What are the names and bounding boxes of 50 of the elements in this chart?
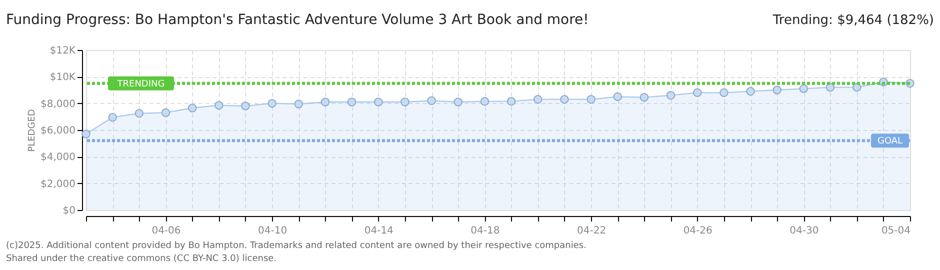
- point: [347, 98, 356, 106]
- x-tick-label: 04-22: [577, 226, 606, 236]
- y-tick-label: $0: [62, 206, 76, 216]
- point: [268, 98, 276, 108]
- point: [134, 108, 144, 118]
- point: [586, 94, 596, 104]
- point: [161, 108, 170, 118]
- x-tick-label: 04-26: [683, 226, 712, 236]
- point: [692, 88, 702, 98]
- text: Trending: $9,464 (182%): [772, 13, 934, 28]
- point: [560, 94, 569, 104]
- point: [534, 94, 542, 104]
- text: Shared under the creative commons (CC BY-NC 3.0) license.: [6, 254, 277, 264]
- point: [214, 100, 224, 110]
- chart-title: Funding Progress: Bo Hampton's Fantastic Adventure Volume 3 Art Book and more!: [6, 12, 589, 28]
- point: [108, 112, 117, 122]
- point: [82, 130, 90, 138]
- y-tick-label: $4,000: [40, 152, 76, 164]
- y-tick-label: $8,000: [40, 98, 76, 110]
- point: [720, 88, 728, 98]
- y-tick-label: $10K: [50, 72, 76, 84]
- point: [746, 86, 755, 96]
- x-tick-label: 04-10: [258, 226, 288, 236]
- point: [666, 90, 676, 100]
- point: [454, 98, 462, 106]
- x-tick-label: 04-18: [470, 226, 500, 236]
- point: [506, 96, 516, 106]
- ref-line-label: TRENDING: [116, 79, 165, 90]
- x-tick-label: 05-04: [881, 226, 910, 236]
- y-tick-label: $2,000: [40, 178, 76, 190]
- point: [640, 92, 649, 102]
- point: [294, 100, 304, 108]
- x-tick-label: 04-06: [152, 226, 181, 236]
- point: [480, 96, 490, 106]
- point: [799, 84, 808, 94]
- y-tick-label: $6,000: [40, 126, 76, 136]
- y-axis-title: PLEDGED: [28, 109, 38, 152]
- x-tick-label: 04-14: [364, 226, 394, 236]
- text: (c)2025. Additional content provided by Bo Hampton. Trademarks and related content are owned by their respective companies.: [6, 241, 586, 251]
- point: [772, 86, 782, 94]
- x-tick-label: 04-30: [790, 226, 819, 236]
- point: [400, 98, 410, 106]
- point: [320, 98, 330, 106]
- point: [188, 104, 197, 112]
- point: [613, 92, 622, 102]
- y-tick-label: $12K: [50, 46, 76, 56]
- ref-line-label: GOAL: [877, 136, 903, 147]
- point: [427, 96, 436, 106]
- point: [241, 102, 250, 110]
- point: [374, 98, 383, 106]
